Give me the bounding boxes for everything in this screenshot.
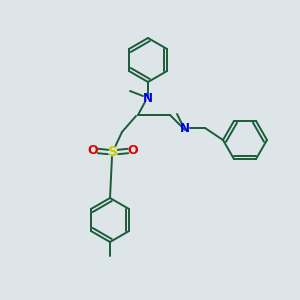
- Text: N: N: [180, 122, 190, 134]
- Text: N: N: [143, 92, 153, 104]
- Text: S: S: [108, 145, 118, 159]
- Text: O: O: [88, 145, 98, 158]
- Text: O: O: [128, 145, 138, 158]
